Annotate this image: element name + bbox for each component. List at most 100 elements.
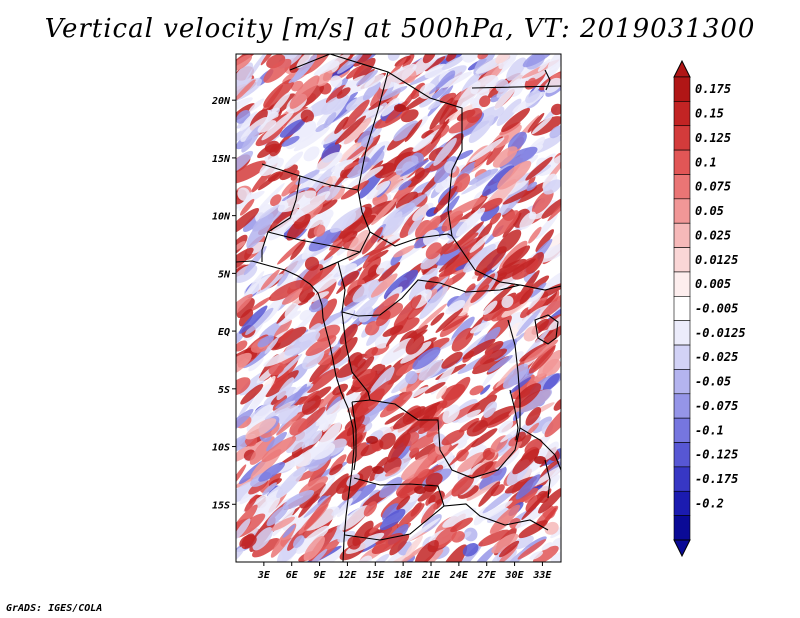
velocity-cell (543, 314, 561, 345)
lake-malawi (544, 459, 551, 499)
velocity-cell (293, 535, 305, 549)
velocity-cell (352, 356, 375, 380)
velocity-cell (248, 383, 271, 413)
velocity-cell (450, 517, 474, 533)
velocity-cell (282, 489, 315, 510)
velocity-cell (509, 376, 532, 394)
velocity-cell (334, 115, 367, 145)
colorbar-segment (673, 344, 691, 370)
velocity-cell (372, 553, 390, 562)
velocity-cell (281, 187, 310, 202)
velocity-cell (471, 461, 494, 478)
velocity-cell (236, 62, 254, 90)
velocity-cell (308, 298, 329, 313)
velocity-cell (435, 308, 464, 333)
velocity-cell (547, 54, 561, 70)
velocity-cell (531, 116, 561, 136)
lon-label: 21E (421, 570, 441, 581)
border-4 (261, 175, 301, 262)
coastline (236, 260, 355, 562)
velocity-field (236, 54, 561, 562)
lat-label: 10N (212, 212, 231, 223)
velocity-cell (361, 135, 374, 148)
velocity-cell (478, 481, 501, 507)
velocity-cell (444, 103, 478, 123)
velocity-cell (293, 126, 330, 152)
velocity-cell (422, 54, 436, 64)
velocity-cell (521, 491, 548, 521)
velocity-cell (277, 271, 289, 287)
velocity-cell (362, 238, 388, 269)
velocity-cell (468, 114, 495, 144)
velocity-cell (352, 368, 376, 388)
colorbar-segment (673, 296, 691, 321)
velocity-cell (270, 368, 289, 391)
velocity-cell (470, 545, 497, 562)
lon-label: 27E (477, 570, 497, 581)
velocity-cell (347, 352, 363, 366)
velocity-cell (412, 346, 441, 370)
border-10 (351, 399, 371, 471)
velocity-cell (447, 196, 486, 218)
velocity-cell (425, 242, 442, 260)
velocity-cell (236, 160, 268, 184)
velocity-cell (304, 256, 320, 271)
velocity-cell (299, 309, 312, 321)
velocity-cell (236, 247, 254, 275)
velocity-cell (451, 327, 475, 352)
velocity-cell (547, 195, 561, 222)
velocity-cell (501, 295, 514, 309)
velocity-cell (244, 495, 258, 512)
velocity-cell (531, 189, 554, 215)
colorbar-label: 0.05 (695, 204, 724, 218)
velocity-cell (395, 155, 419, 176)
velocity-cell (260, 54, 277, 66)
velocity-cell (330, 75, 343, 88)
velocity-cell (382, 503, 401, 522)
lon-label: 6E (286, 570, 299, 581)
velocity-cell (338, 145, 357, 163)
velocity-cell (381, 337, 414, 366)
velocity-cell (236, 241, 246, 252)
lat-label: 15N (212, 154, 231, 165)
velocity-cell (479, 95, 491, 108)
velocity-cell (461, 174, 495, 195)
velocity-cell (418, 419, 437, 435)
velocity-cell (537, 242, 561, 263)
velocity-cell (541, 542, 553, 551)
velocity-cell (257, 120, 277, 133)
velocity-cell (471, 428, 498, 448)
velocity-cell (445, 300, 466, 315)
velocity-cell (382, 211, 403, 237)
velocity-cell (476, 273, 496, 293)
velocity-cell (537, 58, 551, 72)
velocity-map: 20N 15N 10N 5N EQ 5S 10S 15S 3E 6E 9E 12E 15E 18E 21E 2… (211, 53, 746, 581)
velocity-cell (346, 161, 371, 179)
velocity-cell (316, 69, 333, 87)
border-6 (369, 231, 453, 247)
velocity-cell (258, 462, 286, 482)
colorbar-segment (673, 125, 691, 151)
velocity-cell (482, 300, 498, 315)
velocity-cell (469, 233, 491, 253)
velocity-cell (463, 527, 478, 542)
velocity-cell (417, 468, 430, 479)
velocity-cell (498, 420, 514, 434)
colorbar-label: -0.175 (695, 472, 738, 486)
velocity-cell (468, 168, 499, 186)
velocity-cell (541, 197, 561, 219)
velocity-cell (289, 418, 308, 436)
lat-label: 15S (212, 500, 230, 511)
velocity-cell (302, 262, 337, 291)
velocity-cell (257, 335, 274, 348)
velocity-cell (342, 99, 370, 130)
colorbar-label: -0.05 (695, 375, 731, 389)
velocity-cell (500, 427, 521, 443)
velocity-cell (362, 81, 381, 101)
velocity-cell (518, 520, 548, 539)
map-title: Vertical velocity [m/s] at 500hPa, VT: 2… (44, 14, 756, 44)
velocity-cell (400, 546, 424, 562)
velocity-cell (400, 159, 430, 177)
velocity-cell (501, 107, 530, 133)
velocity-cell (303, 535, 325, 561)
